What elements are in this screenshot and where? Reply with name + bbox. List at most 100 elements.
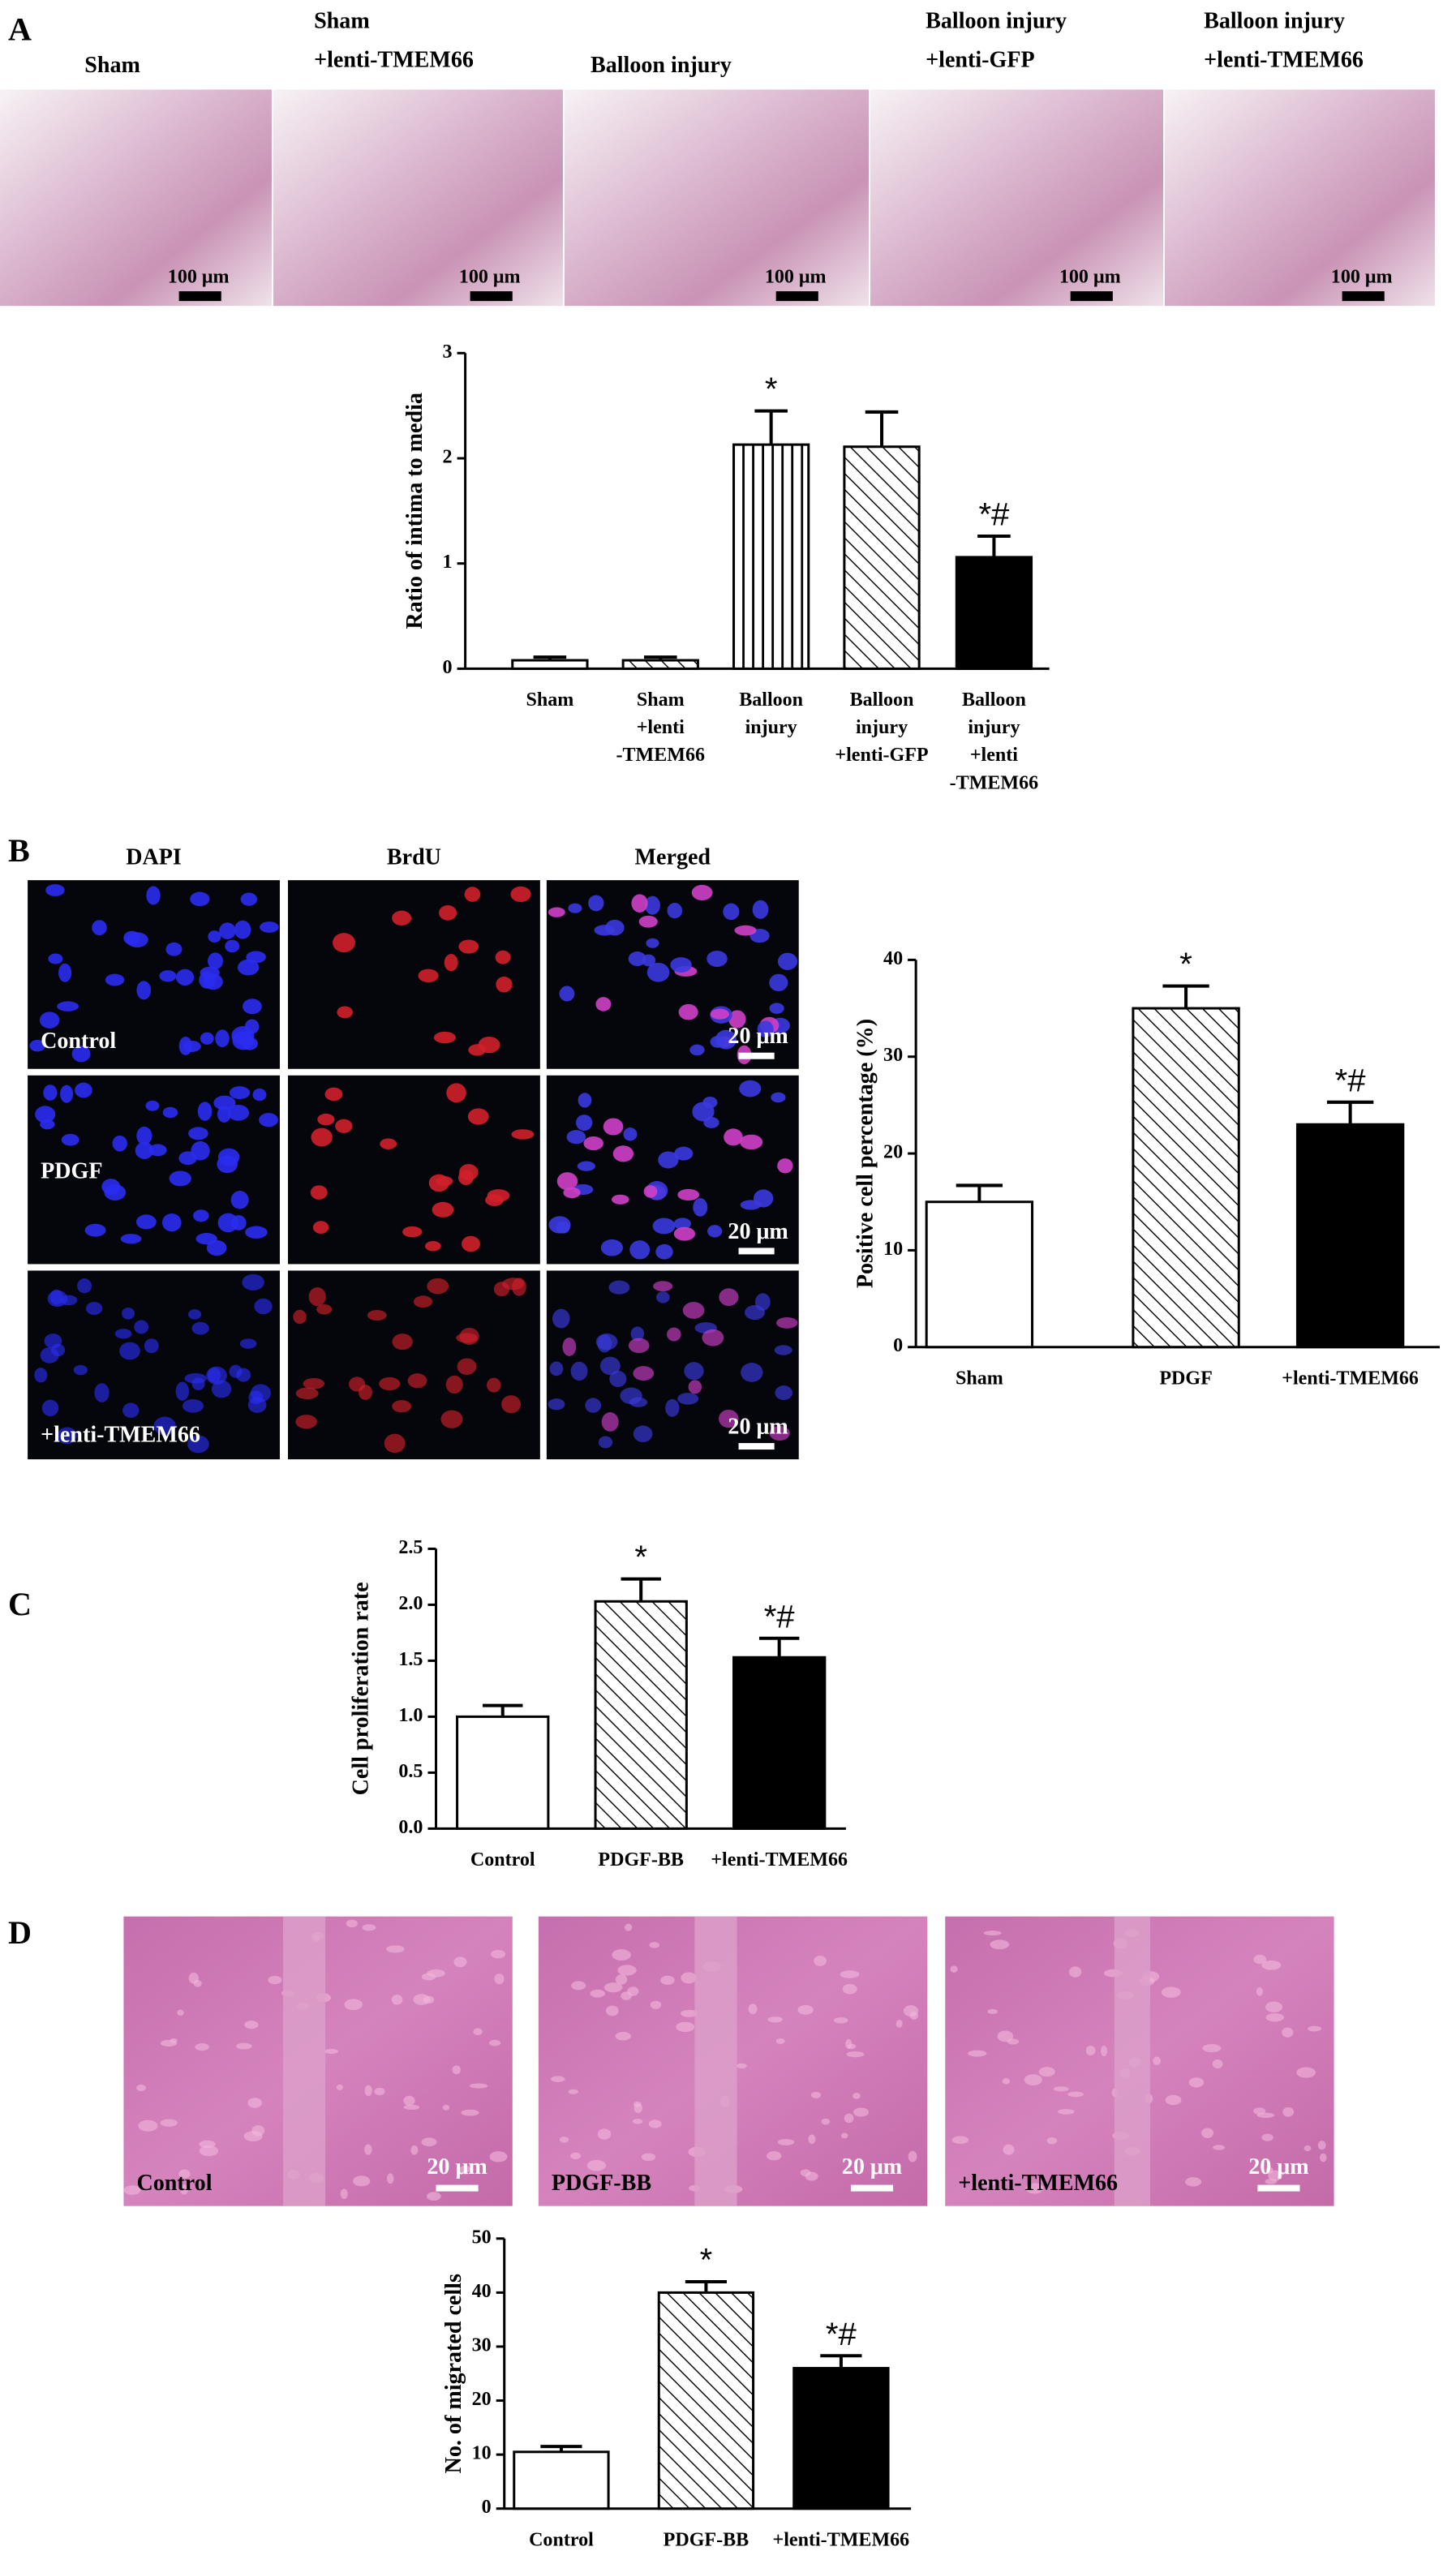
scratch (694, 1916, 737, 2206)
cell (677, 1188, 700, 1201)
cell (243, 2131, 263, 2141)
cell (777, 1158, 793, 1174)
cell (775, 1385, 792, 1401)
error-bar (540, 2445, 582, 2452)
cell (324, 1087, 343, 1102)
y-tick-label: 2.0 (398, 1593, 423, 1614)
cell (303, 1377, 325, 1389)
cell (188, 1127, 208, 1140)
cell (246, 951, 266, 964)
y-tick-label: 0.0 (398, 1817, 423, 1838)
cell (324, 2049, 339, 2055)
cell (1213, 2145, 1226, 2150)
cell (501, 1395, 522, 1414)
cell (162, 1106, 178, 1119)
cell (719, 1288, 739, 1307)
cell (570, 2152, 582, 2160)
cell (681, 1972, 697, 1984)
cell (767, 2151, 782, 2161)
cell (563, 1187, 581, 1199)
cell (239, 1338, 257, 1349)
scale-bar (436, 2184, 479, 2192)
cell (549, 1361, 564, 1376)
cell (676, 2021, 695, 2033)
cell (473, 2028, 483, 2036)
cell (340, 2188, 348, 2200)
cell (49, 1289, 63, 1305)
cell (1165, 2094, 1182, 2106)
cell (200, 966, 220, 979)
y-tick-label: 2 (443, 447, 453, 468)
cell (577, 1161, 595, 1171)
cell (206, 1366, 227, 1385)
error-bar (1326, 1100, 1374, 1125)
cell (601, 1412, 619, 1432)
cell (188, 1309, 202, 1320)
cell (392, 910, 412, 926)
bar (732, 1656, 827, 1830)
cell (599, 1356, 621, 1376)
cell (1185, 2177, 1202, 2187)
cell (364, 2085, 372, 2097)
cell (1067, 2091, 1084, 2098)
cell (195, 2043, 209, 2051)
cell (244, 2021, 259, 2029)
cell (159, 970, 177, 982)
cell (424, 1241, 441, 1252)
cell (308, 1286, 326, 1307)
cell (310, 1185, 328, 1200)
cell (583, 1136, 603, 1151)
cell (57, 1427, 77, 1445)
x-tick-label: -TMEM66 (950, 772, 1039, 793)
image-label: +lenti-TMEM66 (314, 48, 474, 73)
cell (684, 1362, 704, 1381)
cell (702, 1329, 724, 1346)
cell (609, 1370, 627, 1388)
cell (605, 919, 625, 936)
cell (740, 1134, 763, 1150)
cell (293, 1309, 307, 1325)
micrograph (0, 89, 272, 307)
panel-label: A (8, 11, 32, 47)
cell (665, 1398, 680, 1417)
cell (403, 2104, 420, 2110)
cell (595, 1333, 618, 1351)
cell (120, 1234, 142, 1244)
cell (94, 1383, 110, 1402)
cell (754, 1189, 774, 1208)
y-tick-label: 40 (472, 2281, 492, 2302)
y-tick-label: 1 (443, 552, 453, 573)
cell (511, 1129, 535, 1140)
cell (161, 1213, 182, 1232)
cell (169, 1170, 191, 1187)
cell (219, 922, 236, 939)
cell (646, 962, 670, 982)
cell (903, 2005, 919, 2017)
cell (240, 892, 258, 906)
scratch (1114, 1916, 1150, 2206)
x-tick-label: PDGF-BB (598, 1849, 684, 1870)
y-tick-label: 20 (472, 2389, 492, 2410)
cell (193, 1209, 209, 1222)
cell (1282, 2027, 1294, 2038)
significance-mark: *# (764, 1599, 796, 1634)
cell (112, 1135, 127, 1152)
scale-bar (470, 291, 513, 302)
cell (40, 1347, 59, 1364)
cell (805, 2171, 818, 2181)
y-tick-label: 1.5 (398, 1649, 423, 1670)
scale-bar (738, 1052, 775, 1059)
error-bar (621, 1577, 661, 1602)
cell (459, 1164, 479, 1181)
cell (247, 1397, 267, 1413)
cell (615, 2032, 631, 2041)
cell (646, 938, 659, 948)
cell (160, 2119, 178, 2127)
row-label: PDGF (41, 1159, 102, 1184)
cell (842, 1983, 857, 1995)
cell (1265, 2167, 1273, 2174)
cell (336, 2084, 343, 2090)
cell (208, 930, 221, 943)
cell (990, 1939, 1010, 1950)
cell (1200, 2128, 1214, 2138)
